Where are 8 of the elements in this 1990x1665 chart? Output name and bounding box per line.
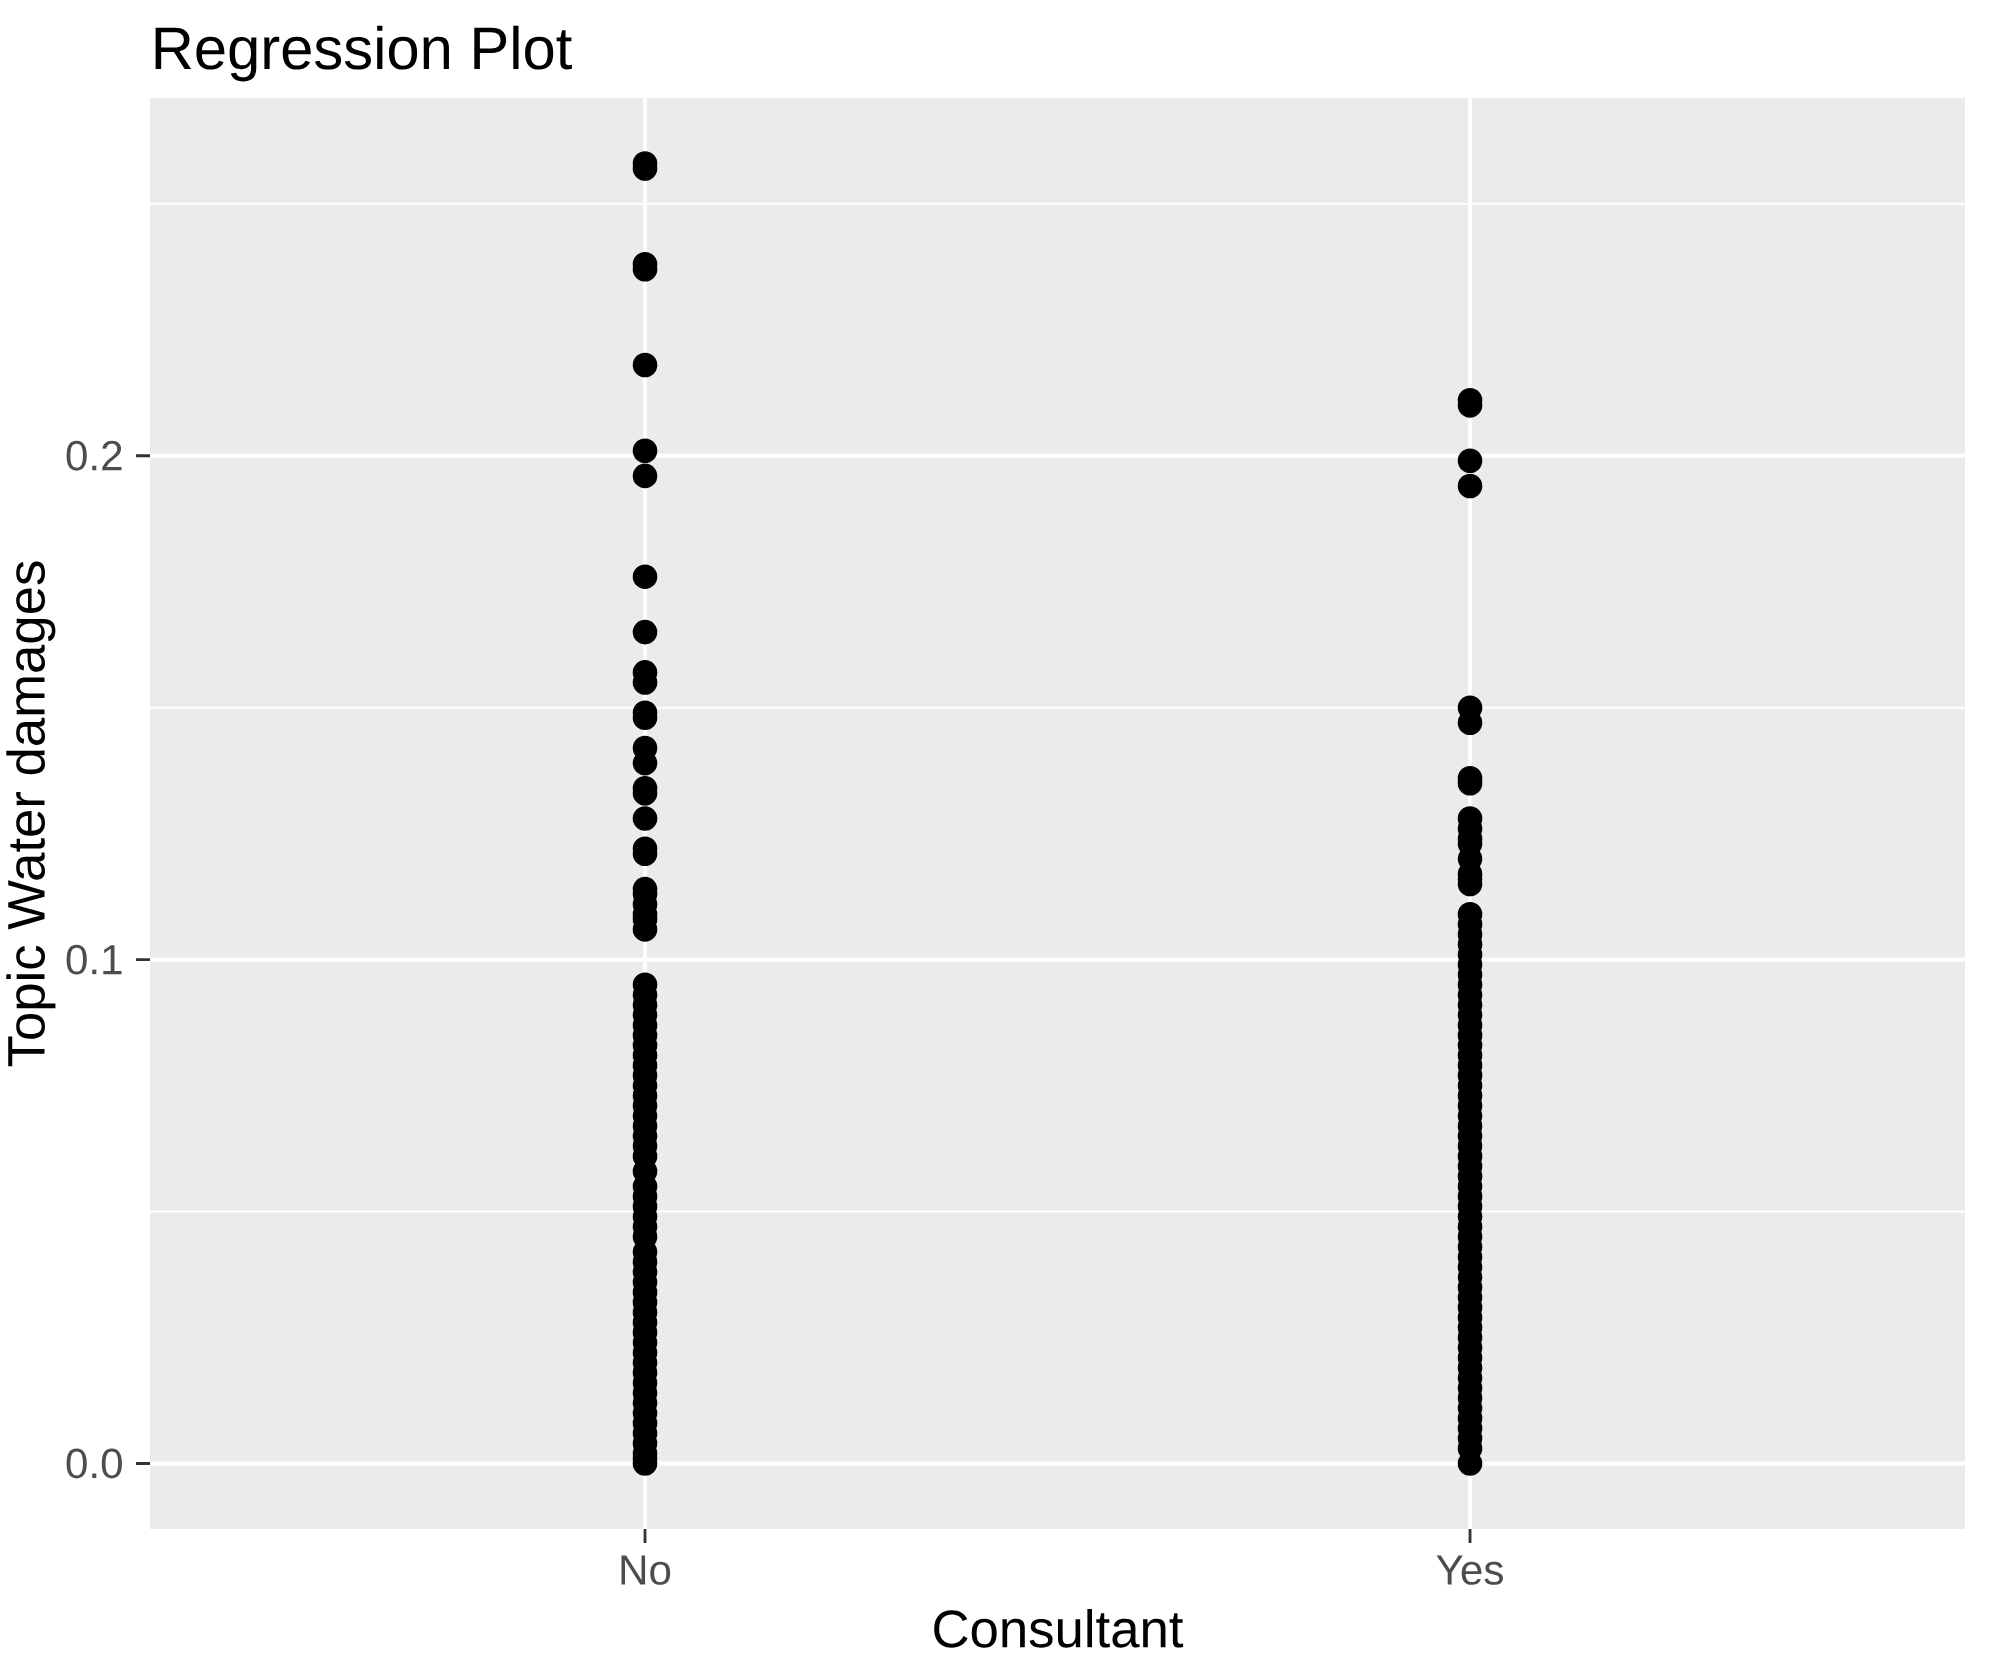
chart-title: Regression Plot (155, 25, 572, 82)
y-axis-title: Topic Water damages (6, 561, 56, 1067)
x-tick-label: Yes (1436, 1555, 1503, 1585)
y-tick-label: 0.1 (66, 944, 122, 975)
y-tick-label: 0.2 (66, 440, 122, 471)
x-tick-label: No (621, 1555, 671, 1585)
y-tick-label: 0.0 (66, 1448, 122, 1479)
x-axis-title: Consultant (934, 1608, 1184, 1648)
